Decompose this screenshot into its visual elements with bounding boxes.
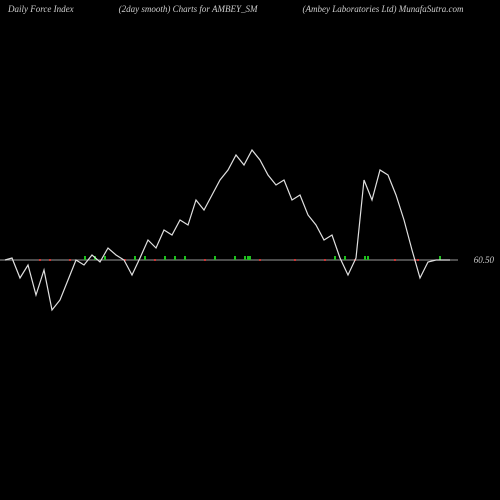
green-markers [84,256,441,260]
force-index-chart [0,0,500,500]
force-index-line [5,150,450,310]
current-value-label: 60.50 [474,255,494,265]
